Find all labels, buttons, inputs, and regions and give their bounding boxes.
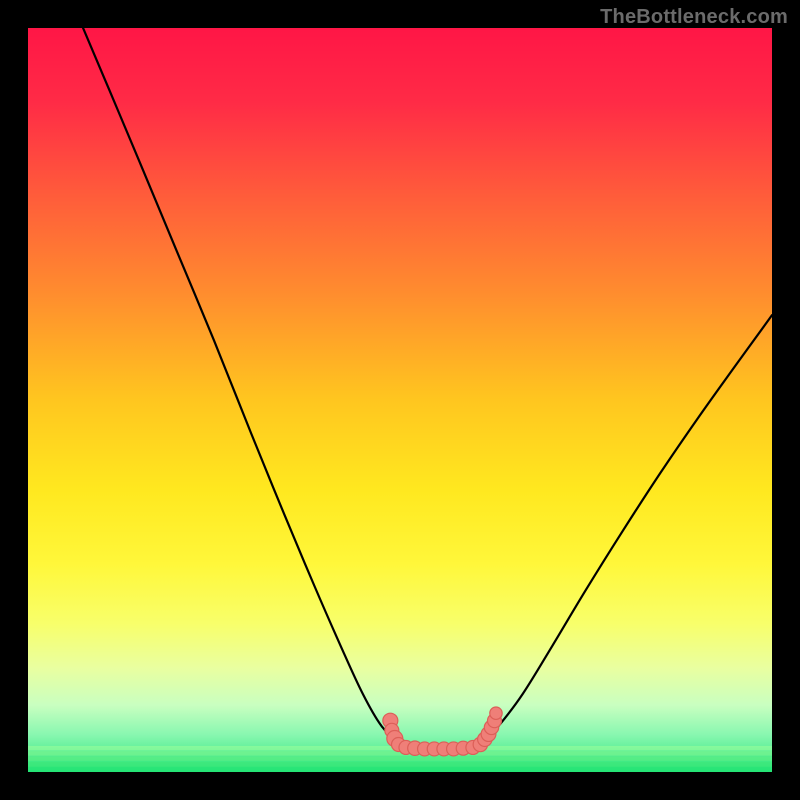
chart-svg (0, 0, 800, 800)
watermark-text: TheBottleneck.com (600, 6, 788, 29)
chart-background (28, 28, 772, 772)
marker-right-5 (490, 707, 502, 719)
bottom-band-4 (28, 767, 772, 772)
bottom-band-3 (28, 762, 772, 767)
chart-frame: TheBottleneck.com (0, 0, 800, 800)
bottom-band-2 (28, 756, 772, 760)
